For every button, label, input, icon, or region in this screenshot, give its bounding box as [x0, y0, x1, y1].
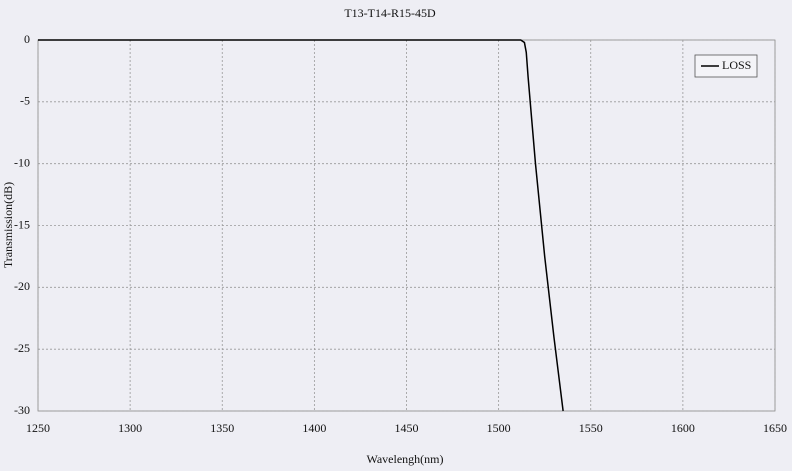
y-tick-label: -10: [14, 155, 30, 169]
x-axis-label: Wavelengh(nm): [366, 452, 443, 466]
y-tick-label: -30: [14, 403, 30, 417]
legend-label: LOSS: [722, 58, 751, 72]
y-tick-label: -25: [14, 341, 30, 355]
y-tick-label: -20: [14, 279, 30, 293]
x-tick-label: 1250: [26, 421, 50, 435]
x-tick-label: 1450: [395, 421, 419, 435]
chart-title: T13-T14-R15-45D: [344, 6, 436, 20]
x-tick-label: 1550: [579, 421, 603, 435]
x-tick-label: 1600: [671, 421, 695, 435]
x-tick-label: 1350: [210, 421, 234, 435]
y-tick-label: -5: [20, 94, 30, 108]
x-tick-label: 1650: [763, 421, 787, 435]
legend-box: [694, 54, 758, 78]
x-tick-label: 1500: [487, 421, 511, 435]
x-tick-label: 1400: [302, 421, 326, 435]
y-axis-label: Transmission(dB): [1, 182, 15, 268]
line: [38, 39, 564, 412]
x-tick-label: 1300: [118, 421, 142, 435]
y-tick-label: -15: [14, 217, 30, 231]
y-tick-label: 0: [24, 32, 30, 46]
